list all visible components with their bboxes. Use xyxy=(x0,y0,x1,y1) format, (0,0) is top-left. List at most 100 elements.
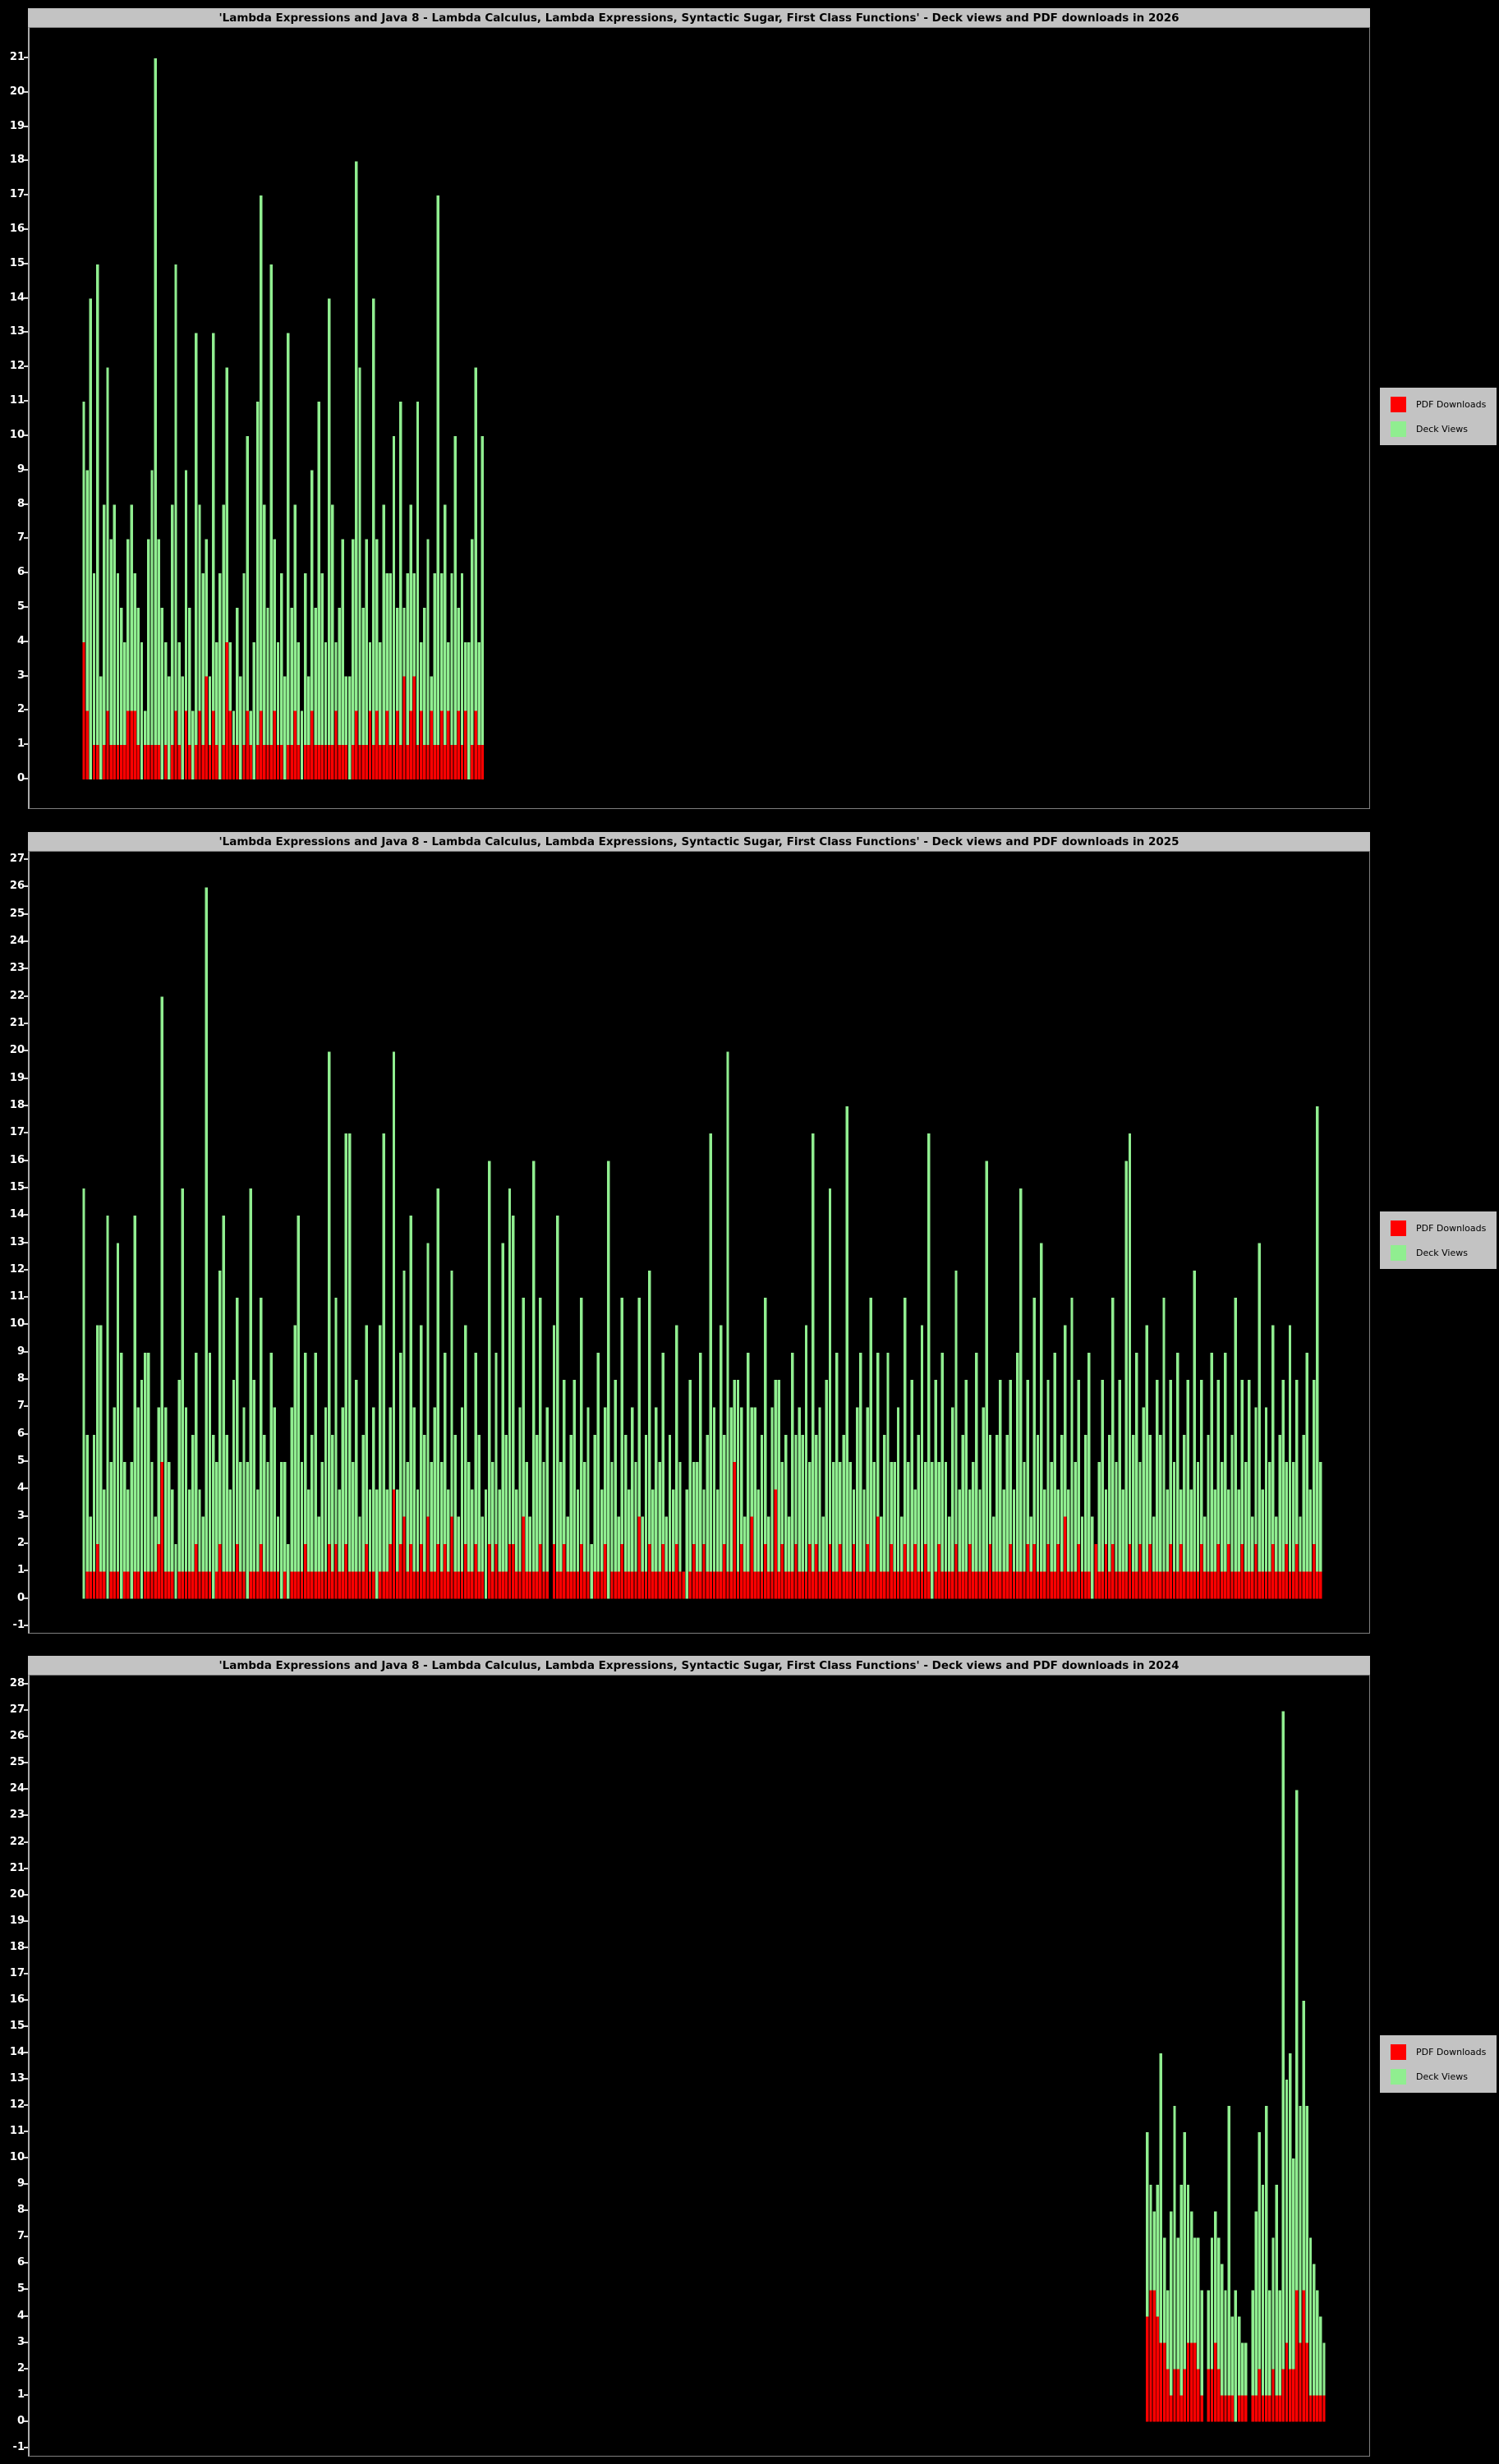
bar-deck-views xyxy=(287,333,290,746)
y-tick-mark xyxy=(24,297,28,299)
bar-deck-views xyxy=(327,1051,331,1545)
bar-pdf-downloads xyxy=(225,1571,228,1599)
bar-deck-views xyxy=(607,1161,610,1599)
legend-label-views: Deck Views xyxy=(1416,424,1468,434)
bar-deck-views xyxy=(385,1489,389,1572)
bar-pdf-downloads xyxy=(1316,1571,1319,1599)
bar-deck-views xyxy=(314,1352,317,1572)
bar-pdf-downloads xyxy=(668,1571,672,1599)
bar-deck-views xyxy=(109,1462,113,1572)
bar-deck-views xyxy=(430,676,433,711)
bar-pdf-downloads xyxy=(715,1571,720,1599)
bar-pdf-downloads xyxy=(1097,1571,1101,1599)
y-tick-mark xyxy=(24,1296,28,1299)
y-tick-label: 13 xyxy=(9,325,25,338)
y-tick-mark xyxy=(24,57,28,58)
bar-deck-views xyxy=(1308,2237,1313,2396)
bar-pdf-downloads xyxy=(1189,2342,1193,2422)
bar-pdf-downloads xyxy=(855,1571,859,1599)
y-tick-label: 14 xyxy=(9,291,25,304)
bar-deck-views xyxy=(753,1407,756,1572)
bar-deck-views xyxy=(1230,2316,1234,2396)
bar-deck-views xyxy=(1111,1298,1115,1545)
bar-deck-views xyxy=(855,1407,859,1572)
bar-pdf-downloads xyxy=(92,1571,96,1599)
bar-pdf-downloads xyxy=(1264,1571,1268,1599)
bar-deck-views xyxy=(845,1106,848,1572)
bar-deck-views xyxy=(402,607,406,677)
bar-pdf-downloads xyxy=(972,1571,975,1599)
bar-deck-views xyxy=(133,573,136,711)
bar-pdf-downloads xyxy=(1240,1544,1244,1599)
y-tick-label: -1 xyxy=(12,1619,25,1631)
bar-deck-views xyxy=(444,504,447,746)
bar-deck-views xyxy=(297,641,301,746)
bar-deck-views xyxy=(566,1516,569,1572)
y-tick-label: 5 xyxy=(16,2282,25,2296)
bar-pdf-downloads xyxy=(1156,2316,1159,2422)
bar-pdf-downloads xyxy=(1159,1571,1162,1599)
y-tick-mark xyxy=(24,1735,28,1738)
bar-deck-views xyxy=(293,504,297,711)
bar-deck-views xyxy=(975,1352,978,1572)
bar-pdf-downloads xyxy=(801,1571,804,1599)
y-tick-mark xyxy=(24,995,28,997)
bar-deck-views xyxy=(82,1188,85,1599)
bar-deck-views xyxy=(1115,1462,1118,1572)
bar-deck-views xyxy=(157,539,160,746)
bar-deck-views xyxy=(218,573,222,779)
bar-deck-views xyxy=(389,1407,393,1545)
bar-pdf-downloads xyxy=(539,1544,542,1599)
bar-deck-views xyxy=(1207,2290,1211,2370)
bar-deck-views xyxy=(163,641,168,746)
bar-deck-views xyxy=(1305,2106,1309,2343)
bar-deck-views xyxy=(171,504,174,746)
bar-pdf-downloads xyxy=(1299,1571,1302,1599)
bar-deck-views xyxy=(150,470,154,746)
y-tick-mark xyxy=(24,1515,28,1517)
bar-deck-views xyxy=(835,1352,839,1572)
bar-pdf-downloads xyxy=(208,745,212,779)
bar-deck-views xyxy=(450,1270,453,1517)
y-tick-mark xyxy=(24,1460,28,1463)
bar-pdf-downloads xyxy=(201,745,205,779)
bar-deck-views xyxy=(692,1462,696,1545)
bar-deck-views xyxy=(515,1489,518,1572)
bar-deck-views xyxy=(1193,1270,1197,1572)
bar-pdf-downloads xyxy=(171,1571,174,1599)
bar-deck-views xyxy=(1087,1352,1091,1572)
y-tick-mark xyxy=(24,2157,28,2159)
bar-deck-views xyxy=(341,1407,344,1572)
bar-deck-views xyxy=(150,1462,154,1572)
bar-deck-views xyxy=(812,1133,815,1572)
bar-deck-views xyxy=(1186,1380,1189,1572)
bar-pdf-downloads xyxy=(1302,1571,1305,1599)
bar-pdf-downloads xyxy=(1146,2316,1149,2422)
bar-pdf-downloads xyxy=(723,1544,726,1599)
bar-deck-views xyxy=(392,435,396,746)
bar-pdf-downloads xyxy=(412,1571,416,1599)
bar-pdf-downloads xyxy=(157,745,160,779)
bar-deck-views xyxy=(1135,1352,1138,1572)
bar-pdf-downloads xyxy=(831,1571,835,1599)
legend-label-downloads: PDF Downloads xyxy=(1416,399,1487,410)
bar-deck-views xyxy=(371,298,375,746)
bar-pdf-downloads xyxy=(1152,1571,1156,1599)
bar-deck-views xyxy=(862,1489,866,1572)
bar-pdf-downloads xyxy=(474,1544,477,1599)
bar-pdf-downloads xyxy=(733,1462,737,1599)
bar-pdf-downloads xyxy=(85,1571,89,1599)
bar-deck-views xyxy=(770,1407,774,1572)
bar-pdf-downloads xyxy=(355,710,358,779)
bar-pdf-downloads xyxy=(1138,1544,1142,1599)
bar-deck-views xyxy=(409,1216,412,1545)
bar-pdf-downloads xyxy=(1244,2395,1248,2422)
bar-pdf-downloads xyxy=(160,1462,164,1599)
bar-pdf-downloads xyxy=(1032,1544,1037,1599)
bar-pdf-downloads xyxy=(327,745,331,779)
bar-deck-views xyxy=(1291,1462,1295,1572)
bar-deck-views xyxy=(89,298,92,779)
bar-deck-views xyxy=(1142,1407,1145,1572)
bar-deck-views xyxy=(477,1434,481,1572)
bar-pdf-downloads xyxy=(187,745,191,779)
